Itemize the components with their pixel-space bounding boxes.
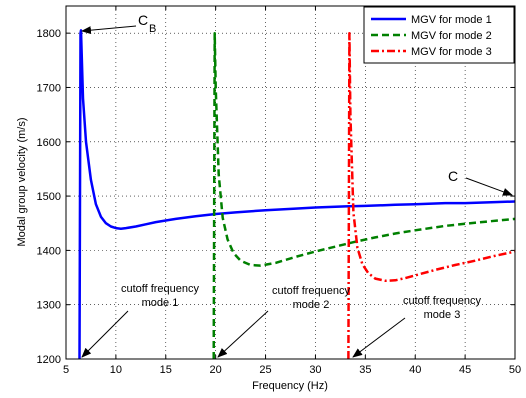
x-tick-label: 50 <box>509 364 521 376</box>
cb-annotation-subscript: B <box>149 23 156 35</box>
x-tick-label: 30 <box>309 364 321 376</box>
y-tick-label: 1300 <box>37 300 61 312</box>
plot-background <box>66 6 515 359</box>
cutoff2-label-line2: mode 2 <box>293 299 330 311</box>
x-tick-label: 10 <box>110 364 122 376</box>
series-line-mode3 <box>347 31 516 360</box>
legend-label-mode2: MGV for mode 2 <box>411 30 492 42</box>
cutoff1-label-line2: mode 1 <box>142 297 179 309</box>
x-tick-label: 45 <box>459 364 471 376</box>
cutoff1-label-line1: cutoff frequency <box>121 283 200 295</box>
x-tick-label: 35 <box>359 364 371 376</box>
legend-label-mode1: MGV for mode 1 <box>411 14 492 26</box>
x-axis-label: Frequency (Hz) <box>252 380 328 392</box>
y-tick-label: 1800 <box>37 28 61 40</box>
axis-ticks: 5 10 15 20 25 30 35 40 45 50 1200 1300 1400 1500 1600 1… <box>37 6 521 376</box>
legend-label-mode3: MGV for mode 3 <box>411 46 492 58</box>
y-tick-label: 1700 <box>37 82 61 94</box>
y-tick-label: 1600 <box>37 137 61 149</box>
cutoff1-arrow <box>81 310 129 358</box>
cb-annotation-c: C <box>138 12 148 28</box>
cutoff3-label-line1: cutoff frequency <box>403 295 482 307</box>
plot-frame <box>65 5 516 360</box>
x-tick-label: 15 <box>160 364 172 376</box>
x-tick-label: 5 <box>63 364 69 376</box>
series-line-mode2 <box>212 31 516 360</box>
series-layer <box>78 29 516 360</box>
cutoff3-label-line2: mode 3 <box>424 309 461 321</box>
cutoff2-arrow <box>217 310 269 358</box>
cutoff2-label-line1: cutoff frequency <box>272 285 351 297</box>
cutoff3-arrow <box>352 317 406 358</box>
y-tick-label: 1500 <box>37 191 61 203</box>
series-line-mode1 <box>78 29 516 360</box>
legend: MGV for mode 1 MGV for mode 2 MGV for mo… <box>363 6 515 64</box>
x-tick-label: 40 <box>409 364 421 376</box>
x-tick-label: 25 <box>259 364 271 376</box>
y-tick-label: 1200 <box>37 354 61 366</box>
cb-arrow <box>81 25 137 35</box>
y-tick-label: 1400 <box>37 245 61 257</box>
annotations: C B C cutoff frequency mode 1 cutoff fre… <box>81 12 513 358</box>
c-annotation: C <box>448 168 458 184</box>
c-arrow <box>465 177 513 196</box>
x-tick-label: 20 <box>210 364 222 376</box>
y-axis-label: Modal group velocity (m/s) <box>16 118 28 247</box>
